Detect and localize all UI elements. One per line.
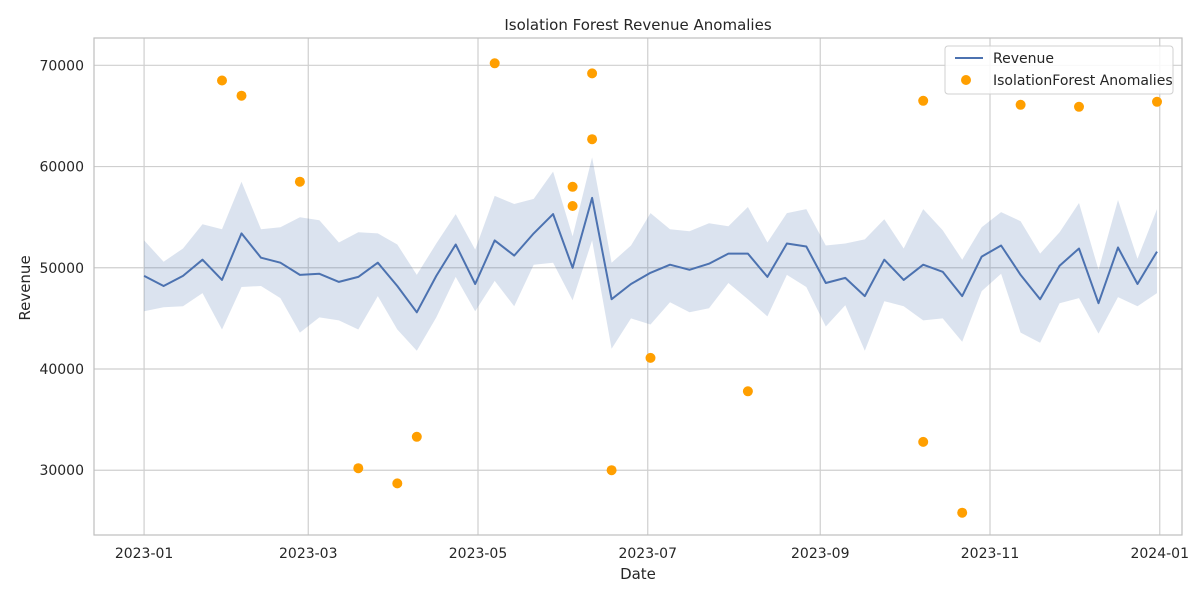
x-tick-label: 2023-07 — [618, 546, 677, 562]
anomaly-point — [1015, 99, 1026, 110]
anomaly-point — [606, 465, 617, 476]
anomaly-point — [392, 478, 403, 489]
anomaly-point — [1152, 96, 1162, 107]
y-axis-label: Revenue — [16, 255, 34, 320]
y-tick-label: 70000 — [39, 58, 84, 74]
confidence-band — [144, 157, 1158, 351]
legend: Revenue IsolationForest Anomalies — [944, 45, 1174, 95]
revenue-line — [143, 196, 1158, 314]
anomaly-point — [236, 90, 247, 101]
y-tick-label: 30000 — [39, 463, 84, 479]
plot-frame — [93, 37, 1183, 536]
legend-box — [944, 45, 1174, 95]
revenue-line-layer — [143, 196, 1158, 314]
anomaly-point — [742, 386, 753, 397]
chart-title: Isolation Forest Revenue Anomalies — [504, 16, 771, 34]
anomaly-point — [567, 201, 578, 211]
x-tick-label: 2023-03 — [279, 546, 338, 562]
x-tick-label: 2024-01 — [1130, 546, 1189, 562]
anomaly-point — [957, 507, 968, 518]
anomaly-point — [294, 176, 305, 187]
anomaly-point — [587, 134, 598, 145]
anomaly-point — [918, 95, 929, 106]
x-axis-label: Date — [620, 565, 656, 583]
x-tick-label: 2023-11 — [961, 546, 1020, 562]
x-tick-label: 2023-05 — [449, 546, 508, 562]
tick-labels: 2023-01 2023-03 2023-05 2023-07 2023-09 2023-… — [39, 58, 1189, 562]
legend-anomaly-swatch — [961, 75, 971, 85]
anomaly-point — [645, 352, 656, 363]
anomaly-point — [489, 58, 500, 69]
x-tick-label: 2023-01 — [115, 546, 174, 562]
confidence-band-area — [144, 157, 1158, 351]
anomaly-point — [567, 181, 578, 192]
anomaly-point — [918, 436, 929, 447]
y-tick-label: 40000 — [39, 362, 84, 378]
y-tick-label: 60000 — [39, 160, 84, 176]
anomaly-point — [411, 431, 422, 442]
legend-revenue-label: Revenue — [993, 51, 1054, 67]
grid — [94, 38, 1182, 535]
legend-anomaly-label: IsolationForest Anomalies — [993, 73, 1173, 89]
anomaly-point — [1074, 101, 1084, 112]
anomaly-points — [217, 58, 1162, 518]
anomaly-point — [217, 75, 227, 86]
anomaly-point — [353, 463, 364, 474]
x-tick-label: 2023-09 — [791, 546, 850, 562]
anomaly-point — [587, 68, 598, 79]
y-tick-label: 50000 — [39, 261, 84, 277]
